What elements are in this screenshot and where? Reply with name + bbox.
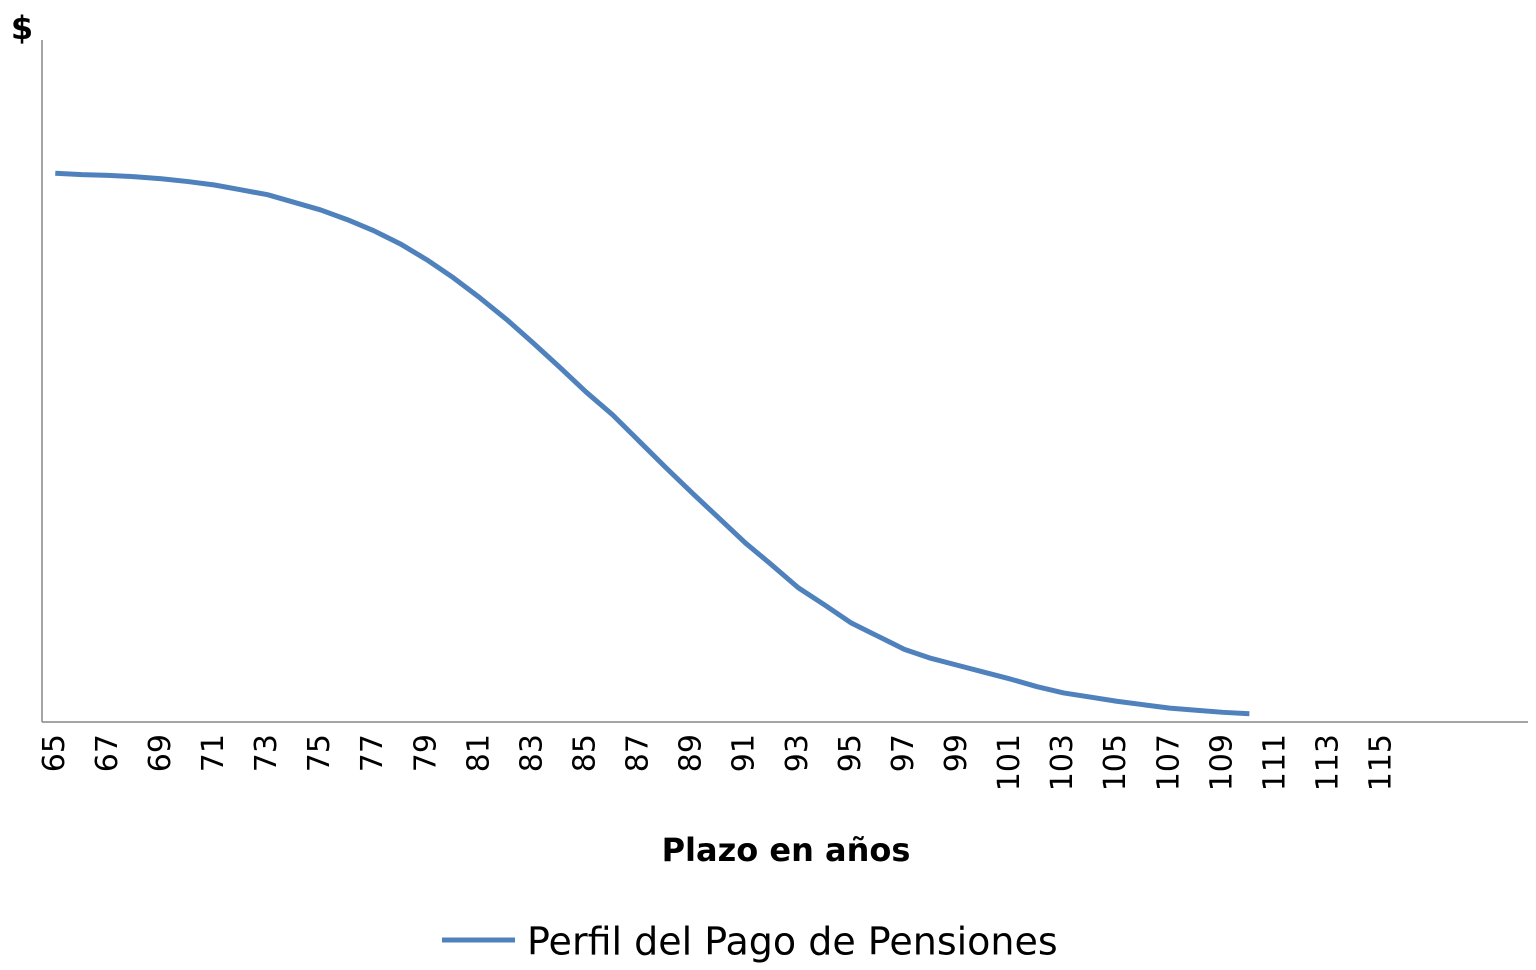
x-tick-label: 89 xyxy=(674,734,709,772)
x-tick-label: 79 xyxy=(408,734,443,772)
x-tick-label: 73 xyxy=(249,734,284,772)
x-tick-label: 85 xyxy=(567,734,602,772)
x-tick-label: 99 xyxy=(939,734,974,772)
x-tick-label: 111 xyxy=(1257,734,1292,791)
x-tick-label: 71 xyxy=(196,734,231,772)
x-tick-label: 113 xyxy=(1310,734,1345,791)
x-tick-label: 91 xyxy=(727,734,762,772)
x-tick-label: 107 xyxy=(1151,734,1186,791)
x-tick-label: 109 xyxy=(1204,734,1239,791)
legend-label: Perfil del Pago de Pensiones xyxy=(527,920,1058,964)
x-tick-label: 95 xyxy=(833,734,868,772)
x-axis-title: Plazo en años xyxy=(662,831,911,869)
x-tick-label: 69 xyxy=(143,734,178,772)
x-tick-label: 87 xyxy=(621,734,656,772)
x-tick-label: 67 xyxy=(90,734,125,772)
x-tick-label: 115 xyxy=(1364,734,1399,791)
x-tick-label: 105 xyxy=(1098,734,1133,791)
x-tick-label: 77 xyxy=(355,734,390,772)
x-tick-label: 103 xyxy=(1045,734,1080,791)
x-tick-label: 75 xyxy=(302,734,337,772)
x-tick-label: 83 xyxy=(514,734,549,772)
x-tick-label: 97 xyxy=(886,734,921,772)
x-tick-label: 65 xyxy=(37,734,72,772)
series-line xyxy=(55,170,1250,717)
x-tick-label: 93 xyxy=(780,734,815,772)
x-tick-label: 81 xyxy=(461,734,496,772)
y-axis-title: $ xyxy=(11,9,33,47)
x-tick-label: 101 xyxy=(992,734,1027,791)
